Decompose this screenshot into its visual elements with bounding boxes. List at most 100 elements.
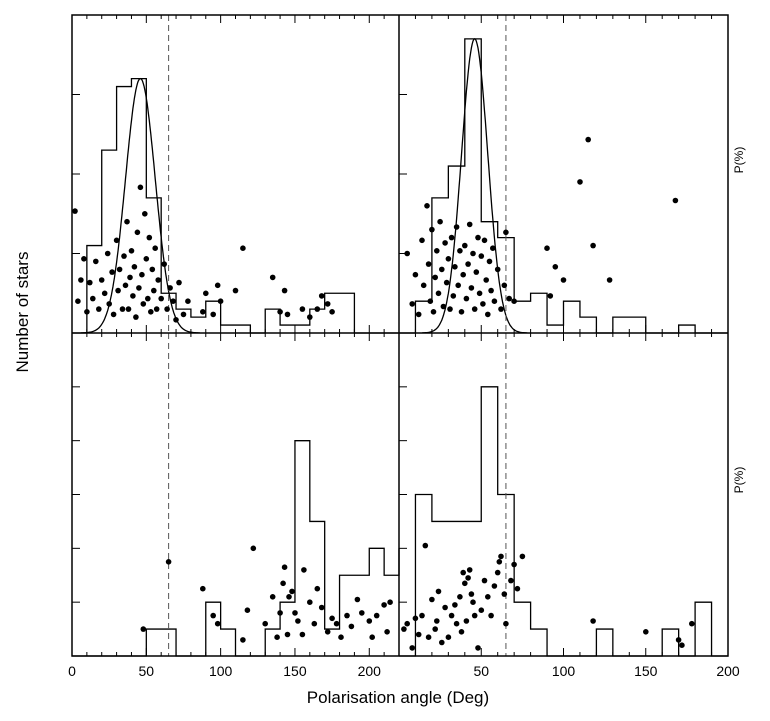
data-point-brc39 <box>498 553 504 560</box>
data-point-ic1396n <box>468 285 475 291</box>
data-point-ic1396n <box>437 218 443 225</box>
x-tick-label: 100 <box>552 663 576 679</box>
data-point-ic1396n <box>420 282 427 289</box>
data-point-brc39 <box>491 583 498 589</box>
data-point-brc39 <box>412 615 419 622</box>
data-point-ic1396n <box>424 203 430 209</box>
data-point-ic1396n <box>585 136 591 143</box>
data-point-brc37 <box>244 607 251 613</box>
data-point-ic1396n <box>503 229 509 236</box>
data-point-ic1396n <box>425 261 432 267</box>
data-point-brc39 <box>675 637 682 643</box>
data-point-ic1396a <box>148 309 154 315</box>
data-point-ic1396n <box>483 277 490 283</box>
data-point-ic1396n <box>430 309 437 315</box>
data-point-ic1396n <box>552 264 559 270</box>
data-point-ic1396n <box>447 306 453 312</box>
x-tick-label: 0 <box>68 663 76 679</box>
data-point-ic1396a <box>214 282 221 289</box>
data-point-brc39 <box>468 591 475 597</box>
data-point-ic1396a <box>176 279 182 286</box>
data-point-ic1396a <box>217 298 224 305</box>
data-point-brc37 <box>387 599 393 605</box>
data-point-brc39 <box>434 618 440 624</box>
data-point-ic1396a <box>151 287 157 294</box>
data-point-brc39 <box>470 599 476 605</box>
data-point-brc37 <box>269 594 276 600</box>
data-point-brc39 <box>452 602 458 608</box>
data-point-brc37 <box>280 580 286 587</box>
data-point-ic1396a <box>180 311 187 318</box>
data-point-brc39 <box>432 626 439 632</box>
data-point-ic1396a <box>318 293 325 299</box>
data-point-ic1396a <box>185 298 191 305</box>
data-point-ic1396a <box>145 295 151 302</box>
data-point-brc37 <box>277 610 283 616</box>
data-point-brc39 <box>471 612 478 619</box>
x-tick-label: 50 <box>139 663 155 679</box>
data-point-ic1396a <box>87 279 93 286</box>
data-point-brc37 <box>314 585 321 592</box>
data-point-brc39 <box>519 553 526 560</box>
data-point-ic1396n <box>439 266 445 273</box>
data-point-brc39 <box>435 588 442 595</box>
data-point-ic1396a <box>161 261 167 267</box>
data-point-ic1396a <box>104 250 111 257</box>
data-point-brc39 <box>442 604 448 611</box>
data-point-ic1396n <box>452 264 458 270</box>
data-point-ic1396a <box>127 274 133 281</box>
data-point-brc37 <box>250 545 257 552</box>
data-point-brc37 <box>373 612 380 619</box>
data-point-brc39 <box>419 612 425 619</box>
data-point-ic1396n <box>672 197 679 204</box>
data-point-brc37 <box>311 620 318 627</box>
data-point-ic1396a <box>81 255 87 262</box>
data-point-brc37 <box>344 612 350 619</box>
data-point-brc39 <box>462 580 468 587</box>
data-point-ic1396a <box>329 309 335 315</box>
data-point-brc37 <box>333 620 340 627</box>
data-point-brc37 <box>369 634 376 640</box>
data-point-ic1396a <box>101 290 108 297</box>
data-point-ic1396a <box>109 269 115 275</box>
data-point-ic1396a <box>299 306 306 312</box>
data-point-brc37 <box>214 620 221 627</box>
data-point-ic1396n <box>457 248 463 254</box>
data-point-ic1396n <box>577 179 583 185</box>
data-point-ic1396a <box>173 317 179 323</box>
x-tick-label: 200 <box>358 663 382 679</box>
histogram-brc37 <box>72 440 400 657</box>
data-point-ic1396n <box>491 298 498 305</box>
data-point-ic1396n <box>448 234 455 241</box>
data-point-ic1396a <box>84 309 90 315</box>
x-axis-title: Polarisation angle (Deg) <box>307 688 489 707</box>
data-point-brc39 <box>514 585 521 592</box>
data-point-brc39 <box>501 591 508 597</box>
data-point-brc37 <box>324 629 331 635</box>
data-point-ic1396n <box>486 258 493 265</box>
data-point-ic1396a <box>142 211 148 217</box>
data-point-brc37 <box>200 585 206 592</box>
data-point-brc39 <box>511 561 517 568</box>
data-point-brc37 <box>318 604 325 611</box>
data-point-ic1396a <box>133 314 139 320</box>
data-point-ic1396a <box>140 301 147 307</box>
data-point-ic1396a <box>240 245 246 251</box>
data-point-brc37 <box>381 602 387 608</box>
p-axis-label-top: P(%) <box>732 147 746 174</box>
data-point-brc39 <box>494 569 501 576</box>
data-point-brc39 <box>457 594 463 600</box>
data-point-ic1396n <box>409 301 416 307</box>
data-point-ic1396n <box>480 301 486 307</box>
data-point-ic1396a <box>203 290 209 297</box>
data-point-brc39 <box>689 620 695 627</box>
data-point-ic1396n <box>445 255 452 262</box>
data-point-ic1396n <box>547 293 554 299</box>
data-point-ic1396n <box>404 250 411 257</box>
data-point-ic1396n <box>470 250 476 257</box>
data-point-brc37 <box>301 567 307 573</box>
panel-ic1396a <box>71 14 400 334</box>
data-point-ic1396n <box>606 277 613 283</box>
data-point-brc37 <box>281 564 288 570</box>
